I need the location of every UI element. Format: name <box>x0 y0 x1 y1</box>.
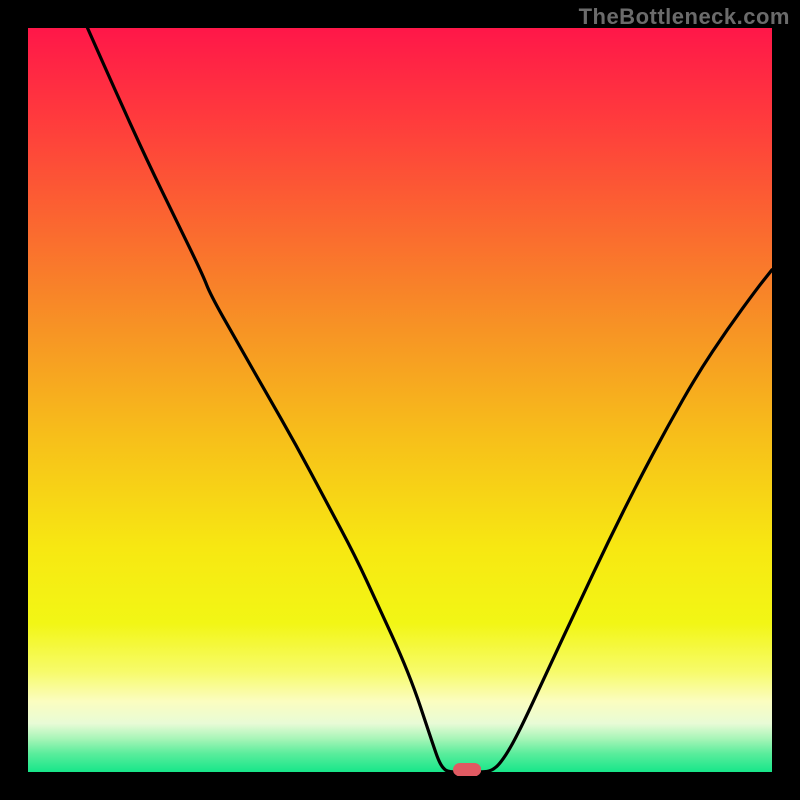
chart-frame: TheBottleneck.com <box>0 0 800 800</box>
bottleneck-chart <box>28 28 772 772</box>
watermark-text: TheBottleneck.com <box>579 4 790 30</box>
optimal-marker <box>453 763 481 776</box>
